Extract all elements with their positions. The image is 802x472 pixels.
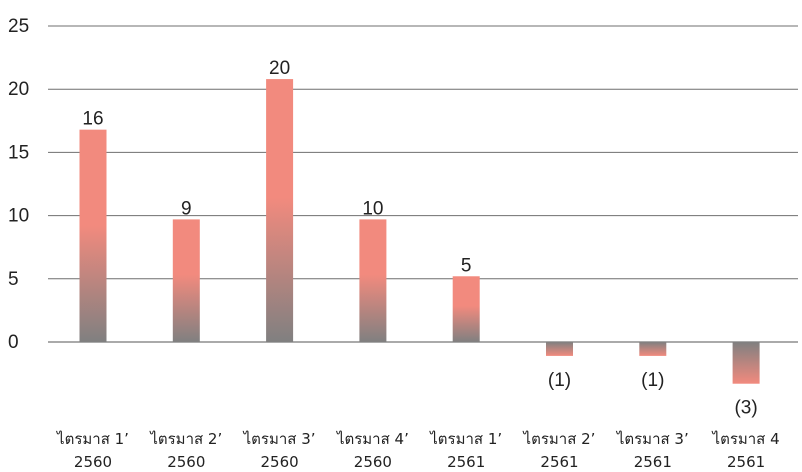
bar [452, 276, 480, 342]
x-tick-label: 2561 [540, 453, 578, 471]
x-tick-label: 2561 [634, 453, 672, 471]
x-tick-label: ไตรมาส 3’ [616, 430, 689, 448]
data-label: 10 [362, 198, 383, 219]
y-tick-label: 25 [8, 16, 29, 37]
bar [79, 129, 107, 342]
bar [732, 342, 760, 384]
data-label: (1) [641, 370, 664, 391]
y-tick-label: 10 [8, 206, 29, 227]
data-labels: 16 9 20 10 5 (1) (1) (3) [82, 58, 757, 419]
x-tick-label: ไตรมาส 2’ [523, 430, 596, 448]
bar [172, 219, 200, 342]
y-tick-label: 0 [8, 332, 19, 353]
bars [79, 79, 760, 384]
bar [639, 342, 667, 356]
x-tick-label: ไตรมาส 1’ [429, 430, 502, 448]
x-tick-label: 2561 [727, 453, 765, 471]
x-tick-label: 2560 [74, 453, 112, 471]
x-tick-label: 2560 [354, 453, 392, 471]
bar [266, 79, 294, 342]
x-tick-label: ไตรมาส 4 [712, 430, 780, 448]
x-tick-label: ไตรมาส 1’ [56, 430, 129, 448]
y-axis: 0 5 10 15 20 25 [8, 16, 29, 353]
data-label: 9 [181, 198, 192, 219]
x-tick-label: 2561 [447, 453, 485, 471]
bar [359, 219, 387, 342]
data-label: (1) [548, 370, 571, 391]
y-tick-label: 15 [8, 142, 29, 163]
x-tick-label: 2560 [261, 453, 299, 471]
data-label: 5 [461, 255, 472, 276]
y-tick-label: 20 [8, 79, 29, 100]
data-label: (3) [734, 398, 757, 419]
gridlines [48, 25, 798, 343]
x-axis: ไตรมาส 1’ 2560 ไตรมาส 2’ 2560 ไตรมาส 3’ 2560 ไ… [56, 430, 780, 471]
y-tick-label: 5 [8, 269, 19, 290]
x-tick-label: 2560 [167, 453, 205, 471]
data-label: 20 [269, 58, 290, 79]
x-tick-label: ไตรมาส 3’ [243, 430, 316, 448]
bar [546, 342, 573, 356]
data-label: 16 [82, 109, 103, 130]
x-tick-label: ไตรมาส 2’ [149, 430, 222, 448]
x-tick-label: ไตรมาส 4’ [336, 430, 409, 448]
